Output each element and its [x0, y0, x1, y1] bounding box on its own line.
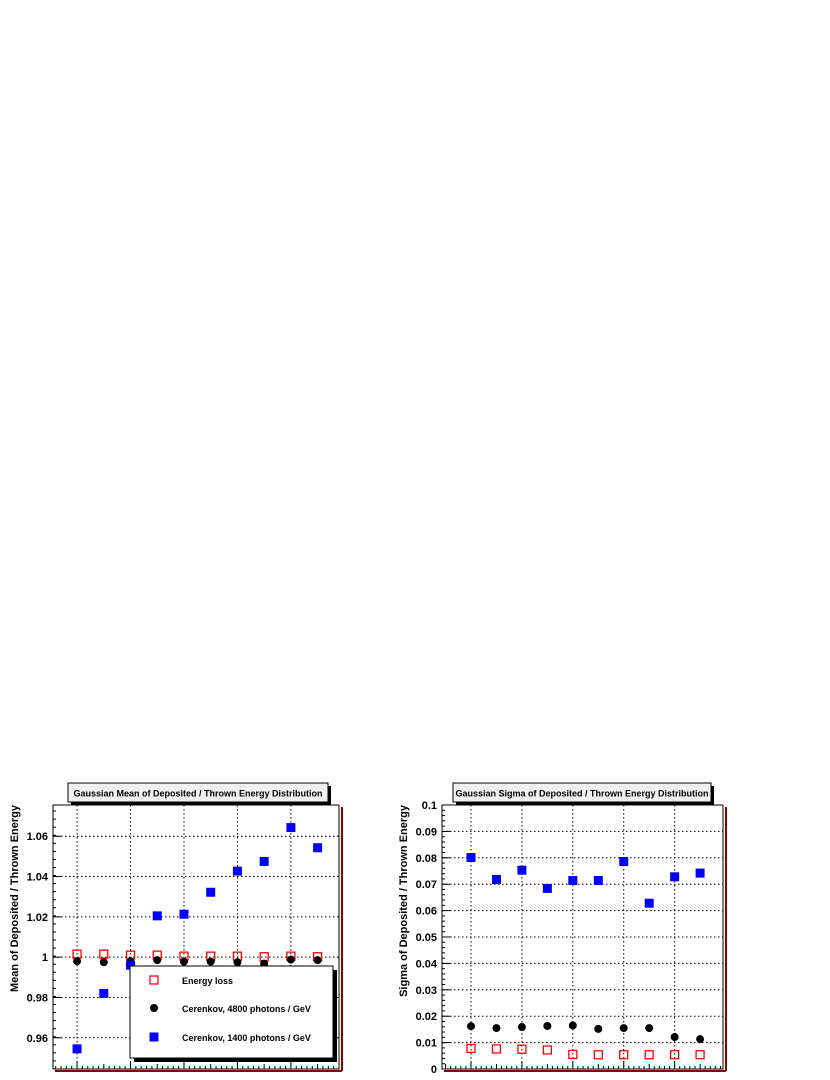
y-tick-label: 0.05 [416, 932, 437, 944]
data-point [179, 909, 189, 919]
legend-label: Cerenkov, 1400 photons / GeV [182, 1033, 311, 1043]
chart-panel-1 [52, 782, 343, 1072]
legend-marker [149, 975, 159, 985]
y-tick-label: 1 [42, 952, 48, 964]
data-point [286, 823, 296, 833]
data-point [695, 868, 705, 878]
legend-box [129, 965, 334, 1059]
y-tick-label: 1.04 [27, 872, 49, 884]
data-point [206, 957, 215, 966]
data-point [491, 874, 501, 884]
data-point [619, 1024, 628, 1033]
data-point [695, 1050, 705, 1060]
y-axis-title: Sigma of Deposited / Thrown Energy [398, 804, 410, 997]
y-tick-label: 0.98 [27, 992, 48, 1004]
data-point [126, 960, 136, 970]
series-3-markers [72, 823, 323, 1054]
data-point [466, 1043, 476, 1054]
data-point [594, 1024, 603, 1033]
chart-title: Gaussian Mean of Deposited / Thrown Ener… [73, 789, 322, 799]
data-point [593, 876, 603, 886]
series-1-markers [466, 1043, 705, 1060]
data-point [286, 955, 295, 964]
legend-marker [150, 1004, 158, 1012]
data-point [232, 866, 242, 876]
data-point [568, 876, 578, 886]
data-point [517, 865, 527, 875]
data-point [72, 1044, 82, 1054]
data-point [99, 958, 108, 967]
data-point [619, 1050, 629, 1060]
data-point [99, 988, 109, 998]
data-point [99, 949, 109, 959]
data-point [696, 1035, 705, 1044]
y-tick-label: 0.08 [416, 853, 437, 865]
y-tick-label: 0.01 [416, 1038, 437, 1050]
y-tick-label: 0 [431, 1064, 437, 1075]
data-point [73, 957, 82, 966]
y-tick-label: 0.06 [416, 906, 437, 918]
data-point [492, 1024, 501, 1033]
data-point [233, 958, 242, 967]
y-tick-label: 1.02 [27, 912, 48, 924]
data-point [568, 1049, 578, 1060]
chart-title: Gaussian Sigma of Deposited / Thrown Ene… [455, 789, 708, 799]
y-tick-label: 0.07 [416, 879, 437, 891]
data-point [542, 1045, 553, 1055]
data-point [491, 1044, 502, 1054]
y-tick-label: 0.02 [416, 1011, 437, 1023]
series-2-markers [73, 955, 322, 968]
y-tick-label: 0.09 [416, 826, 437, 838]
data-point [467, 1022, 476, 1031]
data-point [644, 898, 654, 908]
data-point [313, 956, 322, 965]
data-point [670, 1033, 679, 1042]
data-point [152, 911, 162, 921]
data-point [153, 956, 162, 965]
y-tick-label: 0.04 [416, 958, 438, 970]
title-box [452, 782, 712, 803]
data-point [619, 856, 629, 866]
data-point [259, 856, 269, 866]
data-point [645, 1024, 654, 1033]
data-point [179, 957, 188, 966]
data-point [206, 887, 216, 897]
data-point [466, 853, 476, 863]
series-2-markers [467, 1021, 705, 1044]
y-tick-label: 1.06 [27, 831, 48, 843]
data-point [568, 1021, 577, 1030]
y-tick-label: 0.96 [27, 1033, 48, 1045]
data-point [670, 872, 680, 882]
y-tick-label: 0.03 [416, 985, 437, 997]
title-box [67, 782, 329, 803]
data-point [644, 1050, 654, 1060]
data-point [542, 883, 552, 893]
series-3-markers [466, 853, 705, 908]
data-point [313, 843, 323, 853]
data-point [593, 1050, 603, 1060]
data-point [517, 1044, 527, 1054]
chart-panel-2 [441, 782, 727, 1072]
legend-label: Energy loss [182, 976, 233, 986]
data-point [543, 1021, 552, 1030]
y-tick-label: 0.1 [422, 800, 437, 812]
data-point [669, 1050, 680, 1060]
data-point [517, 1023, 526, 1032]
legend-label: Cerenkov, 4800 photons / GeV [182, 1004, 311, 1014]
y-axis-title: Mean of Deposited / Thrown Energy [9, 804, 21, 992]
legend-marker [149, 1032, 159, 1042]
